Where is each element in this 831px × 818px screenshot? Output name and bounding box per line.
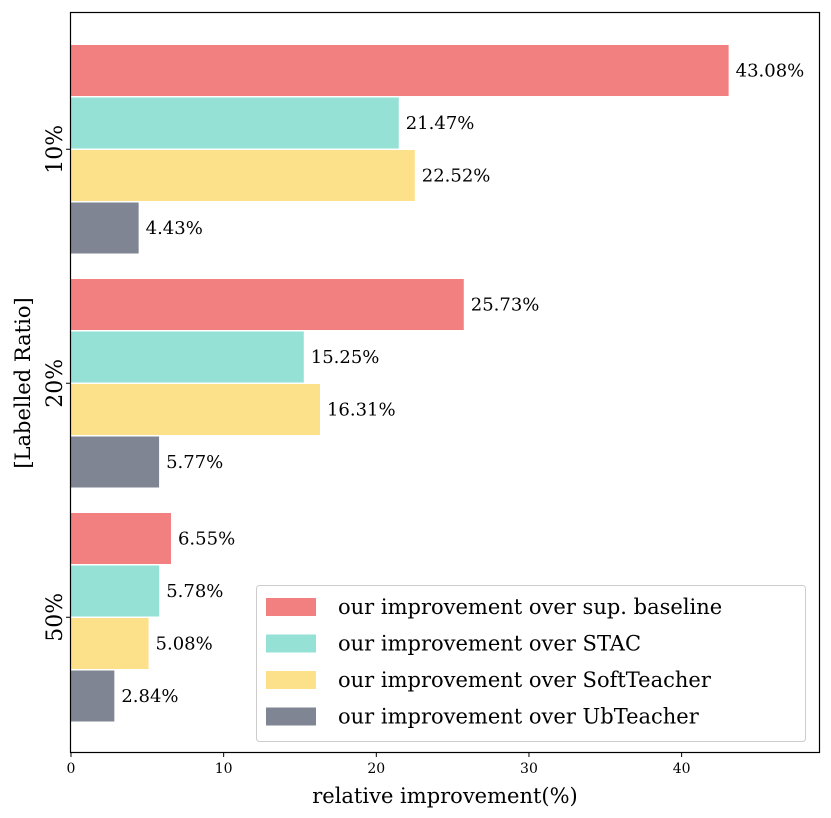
bar [71,279,464,330]
bar [71,618,149,669]
y-category-label: 20% [43,359,68,408]
bar-value-label: 16.31% [327,400,396,421]
plot-frame [69,11,821,754]
bar-value-label: 5.77% [166,452,223,473]
y-category-label: 10% [43,125,68,174]
legend-swatch [266,634,316,653]
x-tick-label: 10 [215,761,233,777]
bars-group [71,45,729,722]
bar-value-label: 21.47% [406,113,475,134]
x-axis-title: relative improvement(%) [312,784,578,808]
bar-value-label: 15.25% [311,347,380,368]
x-tick-label: 0 [67,761,76,777]
bar-value-label: 5.78% [166,581,223,602]
y-category-label: 50% [43,593,68,642]
bar-value-label: 4.43% [146,218,203,239]
data-labels-group: 43.08% 21.47% 22.52% 4.43% 25.73% 15.25% 16.31… [121,61,804,708]
x-tick-label: 30 [520,761,538,777]
bar-value-label: 5.08% [156,634,213,655]
bar [71,565,160,617]
bar [71,331,304,383]
legend-swatch [266,707,316,726]
x-tick-label: 20 [367,761,385,777]
bar-value-label: 25.73% [471,295,540,316]
bar [71,436,160,488]
bar [71,150,415,201]
x-tick-label: 40 [673,761,691,777]
bar [71,202,139,254]
bar [71,670,115,722]
bar [71,384,320,435]
bar-value-label: 2.84% [121,686,178,707]
legend-entry-label: our improvement over SoftTeacher [338,668,712,692]
bar [71,513,171,564]
legend-swatch [266,598,316,616]
bar [71,45,729,96]
x-axis: 0 10 20 30 40 [67,752,691,777]
legend-frame [256,585,806,742]
bar-value-label: 6.55% [178,529,235,550]
bar [71,97,399,149]
y-axis: 10% 20% 50% [43,125,71,642]
legend-entry-label: our improvement over sup. baseline [338,595,722,619]
y-axis-title: [Labelled Ratio] [11,297,35,468]
legend-entry-label: our improvement over UbTeacher [338,705,700,729]
bar-value-label: 22.52% [422,166,491,187]
legend-swatch [266,671,316,689]
legend-entry-label: our improvement over STAC [338,632,641,656]
bar-value-label: 43.08% [736,61,805,82]
legend: our improvement over sup. baseline our im… [256,585,806,742]
